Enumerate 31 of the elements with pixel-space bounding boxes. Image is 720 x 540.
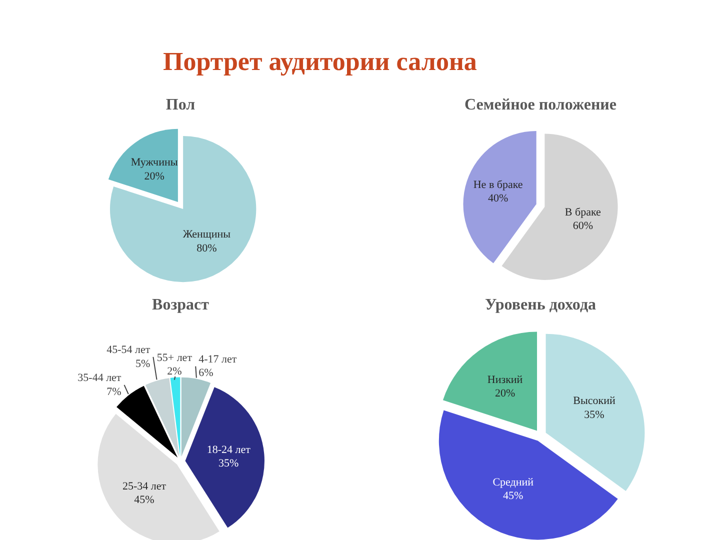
data-label: 60% [572,220,593,232]
slice-label: Средний [492,476,534,488]
slice-label: Высокий [573,395,616,408]
slice-label: Женщины [182,228,232,241]
slice-label: 25-34 лет [122,480,166,492]
data-label: 40% [488,192,508,205]
data-label: 2% [167,366,182,378]
data-label: 45% [503,490,524,502]
text: Портрет аудитории салона [162,46,478,78]
slice-label: 45-54 лет [106,344,150,356]
slice-label: 55+ лет [156,352,192,364]
data-label: 20% [144,170,164,182]
slice-label: В браке [564,206,602,218]
chart-title: Пол [166,96,196,114]
slice-label: Низкий [487,374,523,386]
data-label: 7% [106,386,122,398]
chart-title: Возраст [152,296,210,314]
slice-label: Мужчины [130,156,178,169]
chart-title: Уровень дохода [484,296,596,314]
slice-label: 4-17 лет [198,353,237,366]
slice-label: 35-44 лет [78,372,122,384]
data-label: 35% [218,458,239,470]
data-label: 45% [134,494,154,506]
data-label: 20% [494,388,516,400]
data-label: 6% [198,367,214,380]
slice-label: 18-24 лет [206,444,251,456]
data-label: 35% [584,409,604,422]
data-label: 5% [136,358,150,370]
data-label: 80% [196,242,217,254]
chart-title: Семейное положение [464,96,617,114]
slice-label: Не в браке [473,178,523,191]
